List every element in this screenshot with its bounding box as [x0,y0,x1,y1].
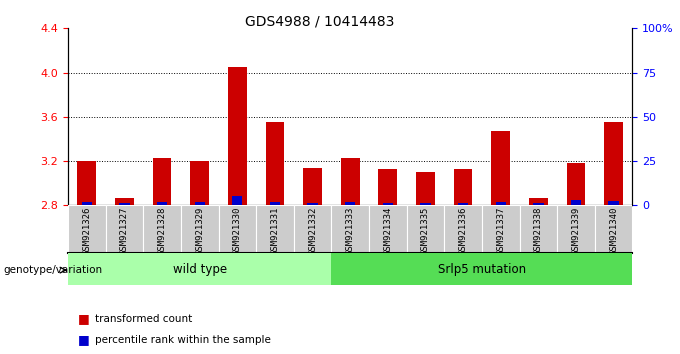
Bar [496,202,506,205]
Bar [152,158,171,205]
Bar [595,205,632,253]
Bar [115,198,134,205]
Text: GSM921332: GSM921332 [308,207,317,255]
Bar [520,205,557,253]
Text: GSM921326: GSM921326 [82,207,91,255]
Bar [383,202,393,205]
Bar [420,202,430,205]
Bar [303,168,322,205]
Bar [190,161,209,205]
Text: ■: ■ [78,333,90,346]
Bar [458,202,469,205]
Bar [194,202,205,205]
Bar [105,205,143,253]
Text: GSM921337: GSM921337 [496,207,505,255]
Bar [294,205,331,253]
Bar [82,202,92,205]
Bar [228,67,247,205]
Bar [341,158,360,205]
Text: GSM921329: GSM921329 [195,207,204,255]
Bar [378,169,397,205]
Bar [566,163,585,205]
Bar [491,131,510,205]
Text: GSM921338: GSM921338 [534,207,543,255]
Text: GSM921334: GSM921334 [384,207,392,255]
Text: Srlp5 mutation: Srlp5 mutation [438,263,526,275]
Bar [605,122,623,205]
Bar [444,205,482,253]
Bar [407,205,444,253]
Bar [119,202,130,205]
Text: genotype/variation: genotype/variation [3,265,103,275]
Bar [265,122,284,205]
Bar [232,196,243,205]
Bar [256,205,294,253]
Bar [557,205,595,253]
Bar [533,202,543,205]
Bar [482,205,520,253]
Bar [143,205,181,253]
Bar [157,202,167,205]
Text: percentile rank within the sample: percentile rank within the sample [95,335,271,345]
Text: GSM921336: GSM921336 [458,207,468,255]
Bar [369,205,407,253]
Text: ■: ■ [78,312,90,325]
Bar [270,202,280,205]
Text: GSM921339: GSM921339 [571,207,581,255]
Text: wild type: wild type [173,263,226,275]
Bar [529,198,548,205]
Bar [331,253,632,285]
Bar [78,161,97,205]
Text: GDS4988 / 10414483: GDS4988 / 10414483 [245,14,394,28]
Text: transformed count: transformed count [95,314,192,324]
Text: GSM921328: GSM921328 [158,207,167,255]
Bar [68,253,331,285]
Text: GSM921335: GSM921335 [421,207,430,255]
Bar [68,205,105,253]
Bar [454,169,473,205]
Bar [218,205,256,253]
Bar [331,205,369,253]
Text: GSM921330: GSM921330 [233,207,242,255]
Bar [609,201,619,205]
Text: GSM921333: GSM921333 [345,207,355,255]
Bar [416,172,435,205]
Bar [571,200,581,205]
Text: GSM921340: GSM921340 [609,207,618,255]
Text: GSM921331: GSM921331 [271,207,279,255]
Bar [181,205,218,253]
Text: GSM921327: GSM921327 [120,207,129,255]
Bar [345,202,356,205]
Bar [307,202,318,205]
